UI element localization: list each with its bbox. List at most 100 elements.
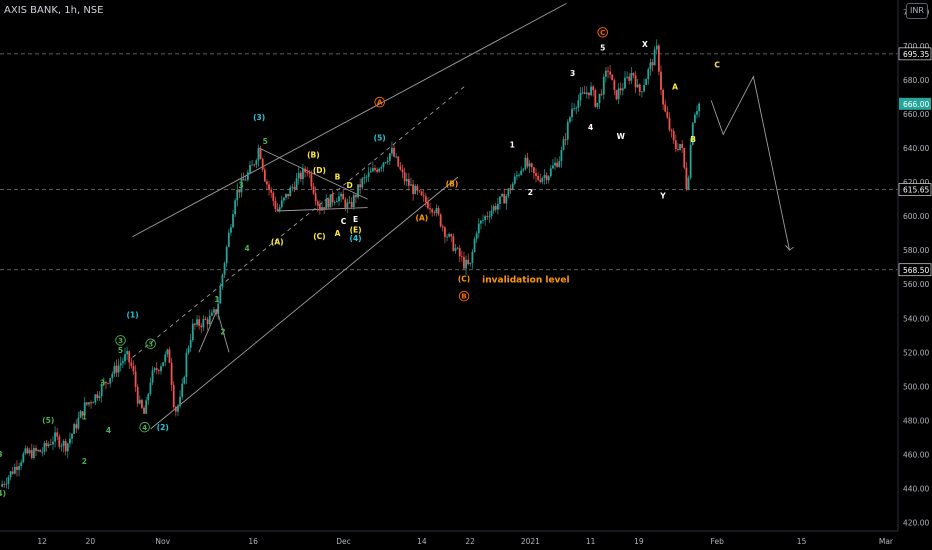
candle-body[interactable] xyxy=(181,383,184,397)
candle-body[interactable] xyxy=(363,177,366,179)
candle-body[interactable] xyxy=(221,274,224,287)
candle-body[interactable] xyxy=(115,365,118,373)
candle-body[interactable] xyxy=(346,202,349,208)
candle-body[interactable] xyxy=(414,185,417,195)
candle-body[interactable] xyxy=(170,362,173,385)
candle-body[interactable] xyxy=(530,163,533,168)
candle-body[interactable] xyxy=(157,370,160,372)
candle-body[interactable] xyxy=(282,197,285,201)
candle-body[interactable] xyxy=(541,177,544,182)
candle-body[interactable] xyxy=(590,86,592,96)
candle-body[interactable] xyxy=(210,312,213,316)
candle-body[interactable] xyxy=(693,114,696,123)
candle-body[interactable] xyxy=(124,354,126,362)
candle-body[interactable] xyxy=(145,400,148,414)
candle-body[interactable] xyxy=(507,188,510,196)
candle-body[interactable] xyxy=(232,214,234,228)
candle-body[interactable] xyxy=(456,247,459,249)
candle-body[interactable] xyxy=(304,168,306,173)
candle-body[interactable] xyxy=(66,443,69,452)
candle-body[interactable] xyxy=(255,160,258,165)
candle-body[interactable] xyxy=(225,246,228,264)
candle-body[interactable] xyxy=(177,405,179,412)
candle-body[interactable] xyxy=(259,148,262,159)
candle-body[interactable] xyxy=(257,148,260,161)
candle-body[interactable] xyxy=(13,466,16,474)
candle-body[interactable] xyxy=(20,462,23,467)
candle-body[interactable] xyxy=(28,450,31,454)
candle-body[interactable] xyxy=(340,193,342,197)
candle-body[interactable] xyxy=(611,74,614,81)
candle-body[interactable] xyxy=(141,399,143,408)
candle-body[interactable] xyxy=(92,402,95,404)
candle-body[interactable] xyxy=(552,165,554,169)
candle-body[interactable] xyxy=(535,173,537,176)
candle-body[interactable] xyxy=(539,179,542,182)
candle-body[interactable] xyxy=(524,157,527,170)
candle-body[interactable] xyxy=(357,184,359,198)
candle-body[interactable] xyxy=(672,131,675,141)
candle-body[interactable] xyxy=(532,167,535,174)
candle-body[interactable] xyxy=(649,62,652,70)
candle-body[interactable] xyxy=(471,251,474,263)
candle-body[interactable] xyxy=(314,193,317,202)
candle-body[interactable] xyxy=(454,248,457,251)
candle-body[interactable] xyxy=(429,208,431,210)
candle-body[interactable] xyxy=(509,188,512,191)
candle-body[interactable] xyxy=(443,227,446,237)
candle-body[interactable] xyxy=(136,386,139,404)
candle-body[interactable] xyxy=(501,193,503,197)
candle-body[interactable] xyxy=(69,438,71,444)
candle-body[interactable] xyxy=(473,238,476,252)
candle-body[interactable] xyxy=(189,340,192,348)
candle-body[interactable] xyxy=(113,365,116,374)
candle-body[interactable] xyxy=(293,186,296,190)
candle-body[interactable] xyxy=(274,200,277,210)
candle-body[interactable] xyxy=(511,183,514,191)
candle-body[interactable] xyxy=(653,49,656,66)
candle-body[interactable] xyxy=(677,148,679,150)
candle-body[interactable] xyxy=(352,195,355,208)
candle-body[interactable] xyxy=(107,383,109,384)
candle-body[interactable] xyxy=(488,216,491,218)
candle-body[interactable] xyxy=(58,436,61,447)
candle-body[interactable] xyxy=(359,184,362,188)
candle-body[interactable] xyxy=(380,167,383,169)
candle-body[interactable] xyxy=(126,351,129,355)
candle-body[interactable] xyxy=(621,88,624,91)
candle-body[interactable] xyxy=(687,177,690,190)
candle-body[interactable] xyxy=(355,195,357,198)
candle-body[interactable] xyxy=(435,208,438,213)
candle-body[interactable] xyxy=(412,184,415,195)
candle-body[interactable] xyxy=(668,117,671,130)
candle-body[interactable] xyxy=(407,179,410,186)
candle-body[interactable] xyxy=(26,448,29,454)
candle-body[interactable] xyxy=(266,181,268,185)
candle-body[interactable] xyxy=(335,201,338,203)
candle-body[interactable] xyxy=(367,172,370,177)
candle-body[interactable] xyxy=(662,89,664,105)
candle-body[interactable] xyxy=(270,189,273,193)
candle-body[interactable] xyxy=(437,208,440,215)
candle-body[interactable] xyxy=(674,140,677,149)
candle-body[interactable] xyxy=(450,234,453,237)
candle-body[interactable] xyxy=(94,394,97,403)
candle-body[interactable] xyxy=(236,189,239,201)
candle-body[interactable] xyxy=(96,394,99,399)
price-tag-box[interactable] xyxy=(898,263,932,277)
candle-body[interactable] xyxy=(382,162,385,168)
candle-body[interactable] xyxy=(624,77,626,89)
candle-body[interactable] xyxy=(418,190,421,192)
candle-body[interactable] xyxy=(143,407,145,414)
candle-body[interactable] xyxy=(505,195,508,204)
channel-lower-line[interactable] xyxy=(150,176,459,430)
candle-body[interactable] xyxy=(149,382,152,394)
candle-body[interactable] xyxy=(691,122,694,145)
candle-body[interactable] xyxy=(111,373,114,379)
candle-body[interactable] xyxy=(194,323,196,325)
candle-body[interactable] xyxy=(3,484,6,485)
candle-body[interactable] xyxy=(183,377,186,384)
candle-body[interactable] xyxy=(460,256,463,258)
candle-body[interactable] xyxy=(249,165,251,173)
